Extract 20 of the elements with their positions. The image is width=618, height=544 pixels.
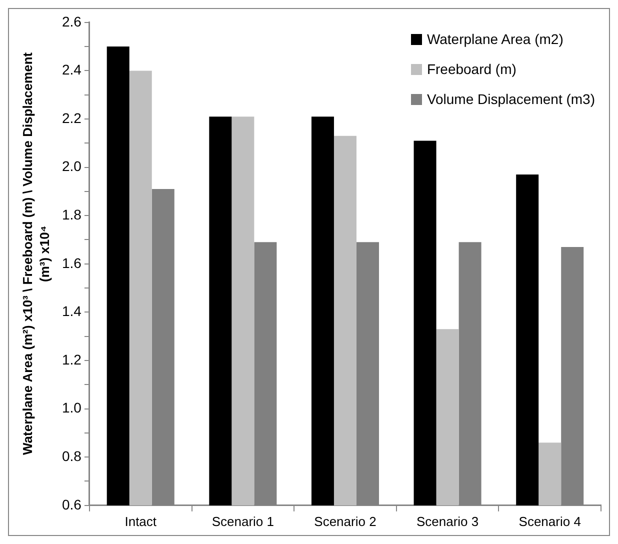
y-tick-label: 1.2 [62,351,82,368]
x-tick-label: Scenario 2 [314,514,376,529]
y-tick-label: 2.6 [62,13,82,30]
y-tick-label: 2.2 [62,110,82,126]
y-axis-title: Waterplane Area (m²) x10³ \ Freeboard (m) \ Volume Displacement (m³) x10⁴ [19,52,53,458]
x-tick-label: Scenario 1 [212,514,274,529]
x-tick-label: Scenario 4 [518,514,581,529]
legend-label: Freeboard (m) [426,61,516,77]
x-tick-label: Intact [124,514,157,529]
y-tick-label: 1.6 [62,254,82,271]
x-tick-label: Scenario 3 [416,514,479,529]
y-tick-label: 1.4 [62,303,82,320]
y-tick-label: 2.4 [62,62,82,78]
legend-label: Volume Displacement (m3) [426,91,595,107]
y-tick-label: 2.0 [62,158,82,174]
legend-label: Waterplane Area (m2) [426,31,564,47]
y-tick-label: 1.8 [62,206,82,222]
y-tick-label: 0.8 [62,448,82,464]
y-tick-label: 1.0 [62,400,82,416]
y-tick-label: 0.6 [62,496,82,512]
